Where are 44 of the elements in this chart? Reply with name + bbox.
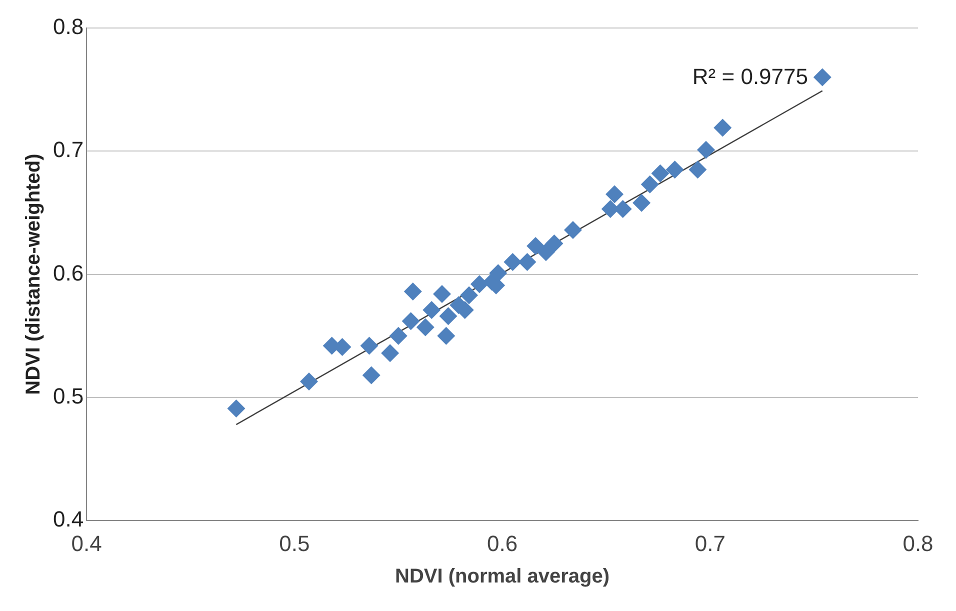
point (489, 264, 508, 282)
point (227, 400, 246, 418)
point (688, 160, 707, 179)
annotation: R² = 0.9775 (692, 64, 808, 90)
point (536, 243, 555, 262)
point (640, 175, 659, 194)
y-tick-label: 0.7 (52, 137, 84, 162)
point (422, 301, 441, 320)
y-axis-title: NDVI (distance-weighted) (22, 154, 45, 395)
point (606, 185, 624, 204)
point (416, 318, 434, 336)
point (714, 118, 732, 137)
y-tick-label: 0.8 (52, 14, 84, 40)
point (360, 336, 378, 355)
point (545, 234, 564, 253)
point (402, 312, 420, 330)
point (526, 236, 545, 255)
point (470, 275, 488, 294)
y-tick-label: 0.6 (52, 260, 84, 286)
x-tick-label: 0.7 (694, 530, 726, 556)
point (433, 285, 452, 304)
point (300, 372, 318, 390)
x-tick-label: 0.6 (486, 530, 518, 556)
point (696, 140, 715, 159)
point (437, 326, 456, 345)
point (651, 164, 670, 182)
x-tick-label: 0.5 (279, 530, 310, 556)
point (404, 282, 422, 301)
point (504, 252, 522, 271)
point (460, 286, 478, 304)
point (632, 194, 651, 212)
x-axis-title: NDVI (normal average) (395, 566, 610, 588)
point (381, 344, 400, 362)
point (564, 220, 582, 239)
point (439, 307, 458, 326)
y-tick-label: 0.5 (52, 384, 84, 409)
point (518, 252, 536, 271)
point (389, 326, 408, 345)
x-tick-label: 0.4 (71, 530, 102, 556)
x-tick-label: 0.8 (902, 530, 934, 556)
y-tick-label: 0.4 (52, 506, 84, 532)
point (813, 68, 832, 86)
point (362, 366, 380, 384)
point (666, 160, 684, 179)
